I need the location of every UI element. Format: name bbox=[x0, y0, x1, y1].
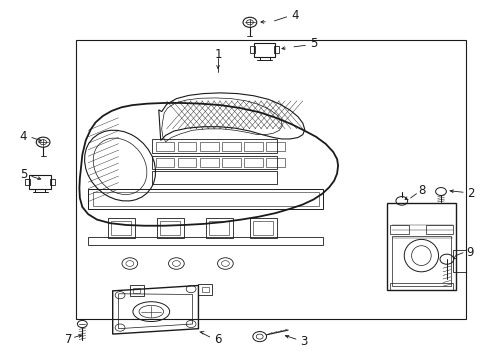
Bar bbox=[152, 171, 277, 184]
Bar bbox=[156, 142, 174, 151]
Bar bbox=[426, 225, 453, 234]
Text: 6: 6 bbox=[214, 333, 222, 346]
Bar bbox=[88, 237, 323, 245]
Bar bbox=[266, 158, 285, 167]
Bar bbox=[200, 142, 219, 151]
Bar bbox=[25, 179, 30, 185]
Bar bbox=[157, 218, 184, 238]
Bar bbox=[244, 142, 263, 151]
Bar bbox=[390, 283, 453, 290]
Bar bbox=[453, 250, 465, 272]
Text: 9: 9 bbox=[466, 246, 474, 258]
Bar bbox=[152, 156, 277, 169]
Bar bbox=[254, 43, 275, 57]
Text: 1: 1 bbox=[214, 48, 222, 60]
Bar bbox=[76, 40, 465, 319]
Bar bbox=[250, 218, 277, 238]
Bar bbox=[250, 46, 255, 53]
Bar bbox=[266, 142, 285, 151]
Bar bbox=[93, 192, 318, 206]
Bar bbox=[206, 218, 233, 238]
Bar bbox=[178, 142, 196, 151]
Bar bbox=[202, 287, 209, 292]
Bar bbox=[390, 225, 409, 234]
Bar bbox=[209, 221, 229, 235]
Bar bbox=[29, 175, 51, 189]
Bar bbox=[253, 221, 273, 235]
Bar bbox=[88, 189, 323, 209]
Bar bbox=[152, 139, 277, 153]
Bar bbox=[156, 158, 174, 167]
Bar bbox=[392, 236, 451, 286]
Bar bbox=[108, 218, 135, 238]
Bar bbox=[111, 221, 131, 235]
Text: 4: 4 bbox=[20, 130, 27, 143]
Bar bbox=[160, 221, 180, 235]
Text: 2: 2 bbox=[466, 187, 474, 200]
Text: 4: 4 bbox=[291, 9, 299, 22]
Bar bbox=[198, 284, 212, 295]
Text: 8: 8 bbox=[418, 184, 426, 197]
Bar bbox=[387, 203, 456, 290]
Bar bbox=[130, 285, 144, 296]
Text: 5: 5 bbox=[20, 168, 27, 181]
Text: 7: 7 bbox=[65, 333, 73, 346]
Bar bbox=[178, 158, 196, 167]
Bar bbox=[222, 158, 241, 167]
Text: 5: 5 bbox=[310, 37, 318, 50]
Text: 3: 3 bbox=[300, 335, 308, 348]
Bar bbox=[200, 158, 219, 167]
Bar bbox=[274, 46, 279, 53]
Bar bbox=[50, 179, 55, 185]
Bar bbox=[133, 288, 140, 293]
Bar bbox=[222, 142, 241, 151]
Bar bbox=[244, 158, 263, 167]
